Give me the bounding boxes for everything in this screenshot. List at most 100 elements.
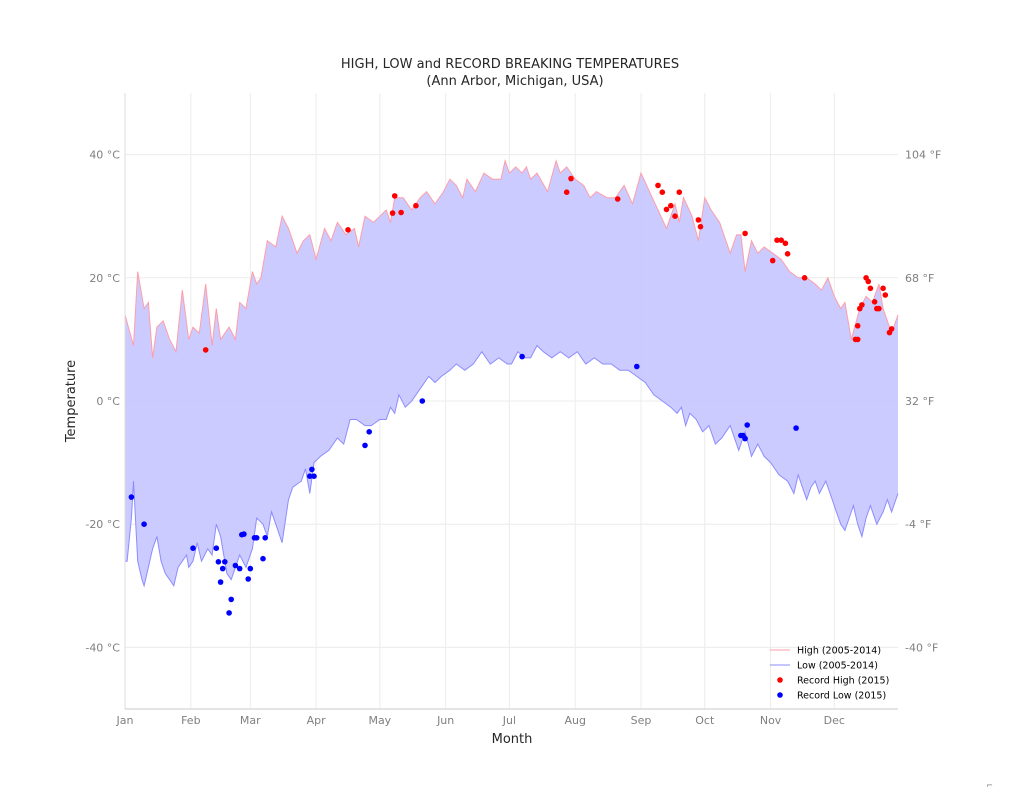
- x-tick-label: Dec: [824, 714, 845, 727]
- record-low-point: [228, 596, 234, 603]
- record-high-point: [663, 206, 670, 213]
- record-high-point: [697, 223, 704, 230]
- x-tick-label: Apr: [307, 714, 327, 727]
- temperature-band: [125, 160, 898, 586]
- legend-marker: [777, 692, 783, 698]
- y-tick-label-celsius: -20 °C: [85, 518, 120, 531]
- y-tick-label-fahrenheit: 68 °F: [905, 272, 934, 285]
- y-axis-label: Temperature: [64, 360, 79, 443]
- x-tick-label: May: [368, 714, 391, 727]
- record-low-point: [247, 565, 254, 572]
- x-tick-label: Jun: [436, 714, 454, 727]
- x-tick-label: Sep: [631, 714, 652, 727]
- record-low-point: [260, 555, 266, 562]
- x-tick-label: Jan: [116, 714, 134, 727]
- axes: Jan Feb Mar Apr May Jun Jul Aug Sep Oct Nov Dec 40 °…: [85, 93, 941, 727]
- record-low-point: [311, 473, 317, 480]
- record-low-point: [222, 559, 228, 565]
- record-high-point: [668, 202, 674, 209]
- chart-title: HIGH, LOW and RECORD BREAKING TEMPERATUR…: [341, 57, 679, 72]
- record-low-point: [226, 610, 232, 616]
- record-low-point: [419, 398, 426, 404]
- legend-label: Record High (2015): [797, 676, 889, 687]
- legend-label: High (2005-2014): [797, 646, 881, 657]
- record-high-point: [867, 285, 874, 292]
- record-low-point: [793, 425, 799, 431]
- record-low-point: [213, 545, 220, 551]
- record-high-point: [345, 227, 351, 233]
- high-temperature-line: [124, 158, 899, 358]
- y-tick-label-fahrenheit: 32 °F: [905, 395, 934, 408]
- low-temperature-line: [125, 344, 899, 588]
- record-low-point: [362, 442, 368, 449]
- record-high-point: [865, 278, 872, 285]
- record-high-point: [398, 209, 404, 216]
- y-tick-label-celsius: 20 °C: [89, 272, 120, 285]
- record-high-point: [871, 299, 878, 305]
- record-high-point: [655, 182, 661, 189]
- record-high-point: [563, 189, 570, 195]
- record-points: [128, 175, 895, 616]
- record-high-point: [202, 347, 209, 353]
- record-high-point: [568, 175, 574, 182]
- corner-mark: ⌐: [986, 781, 993, 790]
- record-low-point: [241, 531, 247, 537]
- y-tick-label-celsius: 40 °C: [89, 149, 120, 162]
- record-high-point: [888, 326, 895, 332]
- series-lines: [124, 158, 899, 588]
- record-high-point: [659, 189, 666, 195]
- record-low-point: [262, 535, 269, 541]
- legend-label: Low (2005-2014): [797, 661, 878, 672]
- record-low-point: [215, 559, 222, 565]
- record-low-point: [366, 429, 373, 435]
- record-low-point: [309, 466, 315, 473]
- x-tick-label: Oct: [695, 714, 715, 727]
- y-tick-label-fahrenheit: -40 °F: [905, 641, 938, 654]
- x-tick-label: Feb: [181, 714, 200, 727]
- record-high-point: [859, 302, 865, 308]
- y-tick-label-celsius: -40 °C: [85, 641, 120, 654]
- record-high-point: [614, 196, 621, 202]
- x-tick-label: Nov: [760, 714, 782, 727]
- record-low-point: [742, 435, 748, 442]
- record-high-point: [695, 217, 702, 223]
- record-low-point: [634, 363, 640, 370]
- record-high-point: [880, 285, 886, 292]
- record-low-point: [307, 473, 313, 480]
- record-low-point: [744, 422, 750, 428]
- record-high-point: [876, 305, 882, 312]
- record-high-point: [784, 251, 791, 257]
- record-low-point: [128, 494, 135, 500]
- record-low-point: [236, 565, 243, 572]
- record-high-point: [391, 193, 398, 199]
- x-axis-label: Month: [492, 732, 533, 747]
- y-tick-label-fahrenheit: -4 °F: [905, 518, 931, 531]
- record-low-point: [217, 579, 224, 585]
- record-low-point: [519, 353, 525, 360]
- temperature-range-fill: [125, 160, 898, 586]
- record-low-point: [253, 535, 260, 541]
- x-tick-label: Aug: [564, 714, 585, 727]
- record-low-point: [245, 576, 251, 582]
- record-high-point: [742, 230, 748, 237]
- record-high-point: [769, 257, 776, 264]
- chart-subtitle: (Ann Arbor, Michigan, USA): [426, 74, 603, 89]
- record-low-point: [219, 565, 226, 572]
- record-high-point: [882, 292, 889, 298]
- record-high-point: [672, 213, 678, 219]
- record-high-point: [413, 202, 419, 209]
- record-low-point: [190, 545, 196, 551]
- y-tick-label-fahrenheit: 104 °F: [905, 149, 941, 162]
- legend-marker: [777, 677, 783, 683]
- x-tick-label: Mar: [240, 714, 261, 727]
- record-low-point: [141, 521, 147, 527]
- record-high-point: [676, 189, 683, 195]
- record-high-point: [801, 275, 808, 281]
- record-low-point: [232, 562, 239, 569]
- record-high-point: [854, 323, 861, 329]
- legend: High (2005-2014) Low (2005-2014) Record Hi…: [770, 646, 889, 702]
- y-tick-label-celsius: 0 °C: [96, 395, 120, 408]
- x-tick-label: Jul: [502, 714, 516, 727]
- record-high-point: [389, 210, 396, 216]
